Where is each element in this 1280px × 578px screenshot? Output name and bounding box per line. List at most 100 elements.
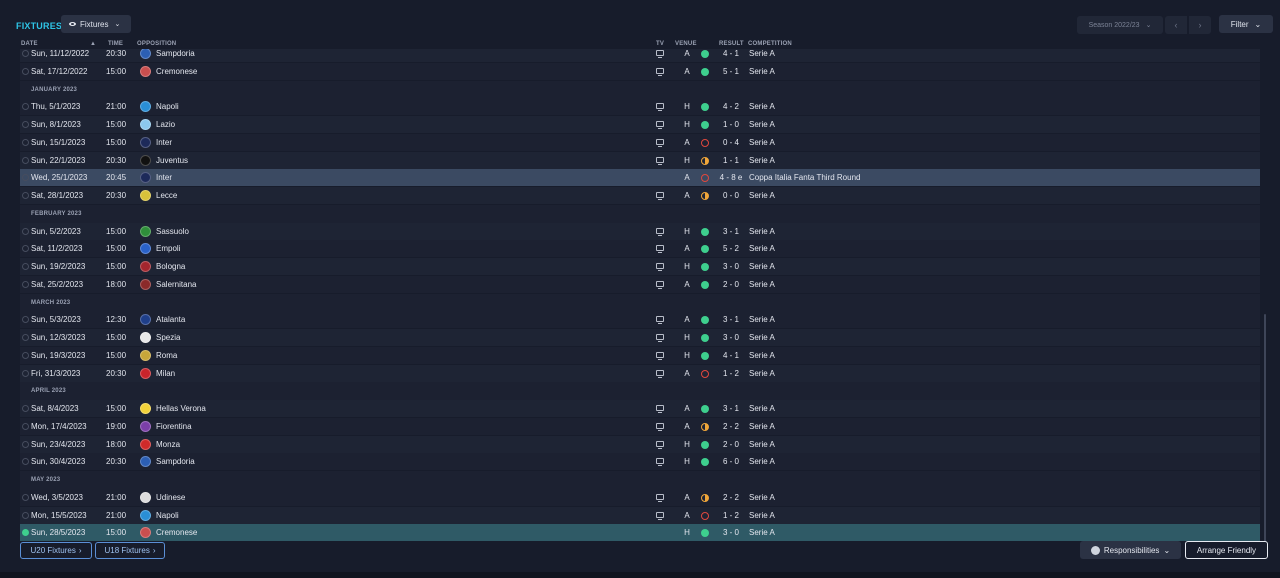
responsibilities-button[interactable]: Responsibilities ⌄ xyxy=(1080,541,1181,559)
fixture-row[interactable]: Sun, 15/1/2023 15:00 Inter A 0 - 4 Serie A xyxy=(20,133,1260,151)
match-score[interactable]: 5 - 1 xyxy=(722,66,739,76)
u18-fixtures-button[interactable]: U18 Fixtures › xyxy=(95,542,165,559)
filter-button[interactable]: Filter ⌄ xyxy=(1219,15,1273,33)
competition-name[interactable]: Serie A xyxy=(749,528,775,538)
column-header-tv[interactable]: TV xyxy=(656,41,665,47)
match-score[interactable]: 1 - 2 xyxy=(722,510,739,520)
fixture-row[interactable]: Sat, 8/4/2023 15:00 Hellas Verona A 3 - 1 Ser… xyxy=(20,400,1260,417)
competition-name[interactable]: Serie A xyxy=(749,421,775,431)
opposition-name[interactable]: Juventus xyxy=(156,155,189,165)
opposition-name[interactable]: Salernitana xyxy=(156,279,197,289)
opposition-name[interactable]: Spezia xyxy=(156,333,181,342)
fixture-row[interactable]: Sun, 28/5/2023 15:00 Cremonese H 3 - 0 Serie … xyxy=(20,524,1260,542)
competition-name[interactable]: Serie A xyxy=(749,510,775,520)
competition-name[interactable]: Coppa Italia Fanta Third Round xyxy=(749,173,861,183)
opposition-name[interactable]: Monza xyxy=(156,439,181,449)
match-score[interactable]: 1 - 1 xyxy=(722,155,739,165)
competition-name[interactable]: Serie A xyxy=(749,244,775,254)
fixture-row[interactable]: Sun, 11/12/2022 20:30 Sampdoria A 4 - 1 Serie… xyxy=(20,49,1260,62)
opposition-name[interactable]: Sassuolo xyxy=(156,226,189,236)
match-score[interactable]: 4 - 8 e xyxy=(719,173,743,183)
match-score[interactable]: 2 - 2 xyxy=(722,492,739,502)
competition-name[interactable]: Serie A xyxy=(749,137,775,147)
competition-name[interactable]: Serie A xyxy=(749,315,775,325)
fixture-row[interactable]: Sun, 19/2/2023 15:00 Bologna H 3 - 0 Serie A xyxy=(20,258,1260,275)
opposition-name[interactable]: Inter xyxy=(156,173,173,183)
competition-name[interactable]: Serie A xyxy=(749,49,775,58)
column-header-date[interactable]: DATE xyxy=(21,41,38,47)
scrollbar[interactable] xyxy=(1264,314,1266,542)
next-season-button[interactable]: › xyxy=(1189,16,1211,34)
fixture-row[interactable]: Sun, 23/4/2023 18:00 Monza H 2 - 0 Serie A xyxy=(20,435,1260,453)
match-score[interactable]: 0 - 0 xyxy=(722,191,739,200)
column-header-venue[interactable]: VENUE xyxy=(675,41,697,47)
competition-name[interactable]: Serie A xyxy=(749,226,775,236)
fixture-row[interactable]: Sun, 30/4/2023 20:30 Sampdoria H 6 - 0 Serie … xyxy=(20,453,1260,471)
opposition-name[interactable]: Napoli xyxy=(156,102,179,112)
fixture-row[interactable]: Sun, 5/3/2023 12:30 Atalanta A 3 - 1 Serie A xyxy=(20,311,1260,329)
opposition-name[interactable]: Bologna xyxy=(156,262,186,271)
match-score[interactable]: 2 - 0 xyxy=(722,439,739,449)
opposition-name[interactable]: Inter xyxy=(156,137,173,147)
season-selector[interactable]: Season 2022/23 ⌄ xyxy=(1077,16,1163,34)
column-header-opposition[interactable]: OPPOSITION xyxy=(137,41,177,47)
competition-name[interactable]: Serie A xyxy=(749,155,775,165)
opposition-name[interactable]: Napoli xyxy=(156,510,179,520)
match-score[interactable]: 0 - 4 xyxy=(722,137,739,147)
competition-name[interactable]: Serie A xyxy=(749,333,775,342)
competition-name[interactable]: Serie A xyxy=(749,404,775,413)
column-header-result[interactable]: RESULT xyxy=(719,41,744,47)
match-score[interactable]: 1 - 0 xyxy=(722,120,739,129)
column-header-competition[interactable]: COMPETITION xyxy=(748,41,792,47)
match-score[interactable]: 3 - 1 xyxy=(722,226,739,236)
opposition-name[interactable]: Atalanta xyxy=(156,315,186,325)
opposition-name[interactable]: Cremonese xyxy=(156,528,198,538)
arrange-friendly-button[interactable]: Arrange Friendly xyxy=(1185,541,1268,559)
fixture-row[interactable]: Sat, 17/12/2022 15:00 Cremonese A 5 - 1 Serie… xyxy=(20,62,1260,80)
competition-name[interactable]: Serie A xyxy=(749,102,775,112)
match-score[interactable]: 5 - 2 xyxy=(722,244,739,254)
competition-name[interactable]: Serie A xyxy=(749,191,775,200)
fixture-row[interactable]: Sun, 12/3/2023 15:00 Spezia H 3 - 0 Serie A xyxy=(20,329,1260,346)
fixture-row[interactable]: Sun, 5/2/2023 15:00 Sassuolo H 3 - 1 Serie A xyxy=(20,222,1260,240)
match-score[interactable]: 2 - 2 xyxy=(722,421,739,431)
opposition-name[interactable]: Sampdoria xyxy=(156,49,195,58)
match-score[interactable]: 3 - 1 xyxy=(722,315,739,325)
competition-name[interactable]: Serie A xyxy=(749,262,775,271)
competition-name[interactable]: Serie A xyxy=(749,350,775,360)
opposition-name[interactable]: Hellas Verona xyxy=(156,404,206,413)
competition-name[interactable]: Serie A xyxy=(749,66,775,76)
match-score[interactable]: 3 - 0 xyxy=(722,262,739,271)
fixture-row[interactable]: Mon, 17/4/2023 19:00 Fiorentina A 2 - 2 Serie… xyxy=(20,417,1260,435)
match-score[interactable]: 1 - 2 xyxy=(722,368,739,378)
fixture-row[interactable]: Fri, 31/3/2023 20:30 Milan A 1 - 2 Serie A xyxy=(20,364,1260,382)
fixture-row[interactable]: Mon, 15/5/2023 21:00 Napoli A 1 - 2 Serie A xyxy=(20,506,1260,524)
match-score[interactable]: 4 - 1 xyxy=(722,49,739,58)
fixture-row[interactable]: Wed, 25/1/2023 20:45 Inter A 4 - 8 e Coppa It… xyxy=(20,169,1260,187)
opposition-name[interactable]: Lecce xyxy=(156,191,178,200)
match-score[interactable]: 4 - 1 xyxy=(722,350,739,360)
fixture-row[interactable]: Sat, 11/2/2023 15:00 Empoli A 5 - 2 Serie A xyxy=(20,240,1260,258)
opposition-name[interactable]: Sampdoria xyxy=(156,457,195,467)
competition-name[interactable]: Serie A xyxy=(749,368,775,378)
opposition-name[interactable]: Cremonese xyxy=(156,66,198,76)
match-score[interactable]: 4 - 2 xyxy=(722,102,739,112)
competition-name[interactable]: Serie A xyxy=(749,439,775,449)
fixture-row[interactable]: Sat, 28/1/2023 20:30 Lecce A 0 - 0 Serie A xyxy=(20,187,1260,204)
fixture-row[interactable]: Sun, 19/3/2023 15:00 Roma H 4 - 1 Serie A xyxy=(20,346,1260,364)
fixture-row[interactable]: Sun, 8/1/2023 15:00 Lazio H 1 - 0 Serie A xyxy=(20,116,1260,133)
opposition-name[interactable]: Lazio xyxy=(156,120,176,129)
u20-fixtures-button[interactable]: U20 Fixtures › xyxy=(20,542,92,559)
competition-name[interactable]: Serie A xyxy=(749,457,775,467)
fixture-row[interactable]: Wed, 3/5/2023 21:00 Udinese A 2 - 2 Serie A xyxy=(20,488,1260,506)
previous-season-button[interactable]: ‹ xyxy=(1165,16,1187,34)
competition-name[interactable]: Serie A xyxy=(749,279,775,289)
match-score[interactable]: 3 - 0 xyxy=(722,528,739,538)
opposition-name[interactable]: Roma xyxy=(156,350,178,360)
match-score[interactable]: 3 - 0 xyxy=(722,333,739,342)
column-header-time[interactable]: TIME xyxy=(108,41,124,47)
opposition-name[interactable]: Empoli xyxy=(156,244,181,254)
opposition-name[interactable]: Fiorentina xyxy=(156,421,192,431)
match-score[interactable]: 6 - 0 xyxy=(722,457,739,467)
fixture-row[interactable]: Sun, 22/1/2023 20:30 Juventus H 1 - 1 Serie A xyxy=(20,151,1260,169)
